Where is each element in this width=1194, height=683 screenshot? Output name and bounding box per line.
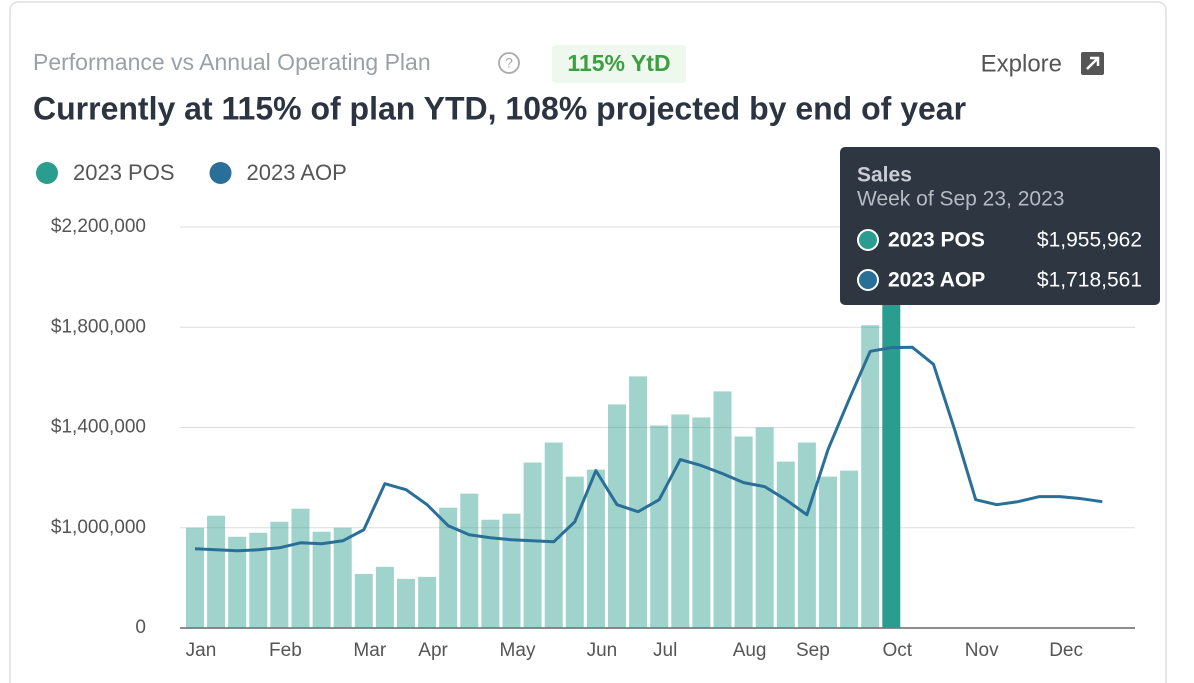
y-tick-label: $1,000,000 [51,517,146,538]
bar [186,527,204,628]
bar [228,536,247,628]
x-tick-label: Dec [1049,640,1083,661]
bar [629,376,648,628]
x-tick-label: Apr [418,640,448,661]
tooltip-series: 2023 AOP [888,269,985,292]
bar [861,325,880,628]
legend-marker [209,162,232,184]
bar [797,442,816,628]
badge-text: 115% YtD [567,50,670,76]
x-tick-label: Nov [965,640,999,661]
bar [502,513,521,628]
svg-text:?: ? [505,55,513,71]
bar [270,521,289,628]
bar [608,404,626,628]
bar [882,288,901,628]
bar [207,515,226,628]
bar [776,461,795,628]
bar [460,493,479,628]
bar [755,427,774,628]
bar [397,578,415,628]
bar [375,566,394,628]
legend-label: 2023 POS [73,160,175,185]
bar [650,425,669,628]
tooltip-marker [857,229,879,251]
bar [692,417,711,628]
help-icon[interactable]: ? [498,52,520,74]
x-tick-label: Jan [186,640,217,661]
bar [418,576,437,628]
bar [544,442,563,628]
tooltip-subtitle: Week of Sep 23, 2023 [857,188,1064,211]
x-tick-label: Mar [353,640,386,661]
tooltip-title: Sales [857,164,912,187]
explore-link[interactable]: Explore [981,50,1104,77]
tooltip-value: $1,955,962 [1037,229,1142,252]
y-tick-label: $2,200,000 [51,216,146,237]
bar [249,532,268,628]
x-tick-label: May [500,640,536,661]
bar [291,508,310,628]
bar [819,476,837,628]
bar [713,391,732,628]
x-tick-label: Jun [587,640,618,661]
bar [565,476,584,628]
legend-marker [36,162,58,184]
tooltip-value: $1,718,561 [1037,269,1142,292]
tooltip-box [840,147,1160,305]
y-tick-label: 0 [135,617,146,638]
legend-label: 2023 AOP [247,160,347,185]
bar [840,470,859,628]
tooltip-marker [857,269,879,291]
card-title: Performance vs Annual Operating Plan [33,49,431,75]
bar [734,436,753,628]
x-tick-label: Aug [733,640,767,661]
tooltip-series: 2023 POS [888,229,985,252]
y-tick-label: $1,400,000 [51,417,146,438]
explore-text[interactable]: Explore [981,50,1062,77]
bar [586,469,605,628]
x-tick-label: Sep [796,640,830,661]
x-tick-label: Jul [653,640,677,661]
bar [333,527,352,628]
bar [439,507,458,628]
y-tick-label: $1,800,000 [51,316,146,337]
headline: Currently at 115% of plan YTD, 108% proj… [33,90,966,126]
bar [312,531,331,628]
x-tick-label: Oct [883,640,913,661]
bar [671,414,690,628]
bar [354,573,373,628]
x-tick-label: Feb [269,640,302,661]
line [194,345,1103,553]
badge [552,45,686,83]
bar [523,462,542,628]
bar [481,519,500,628]
